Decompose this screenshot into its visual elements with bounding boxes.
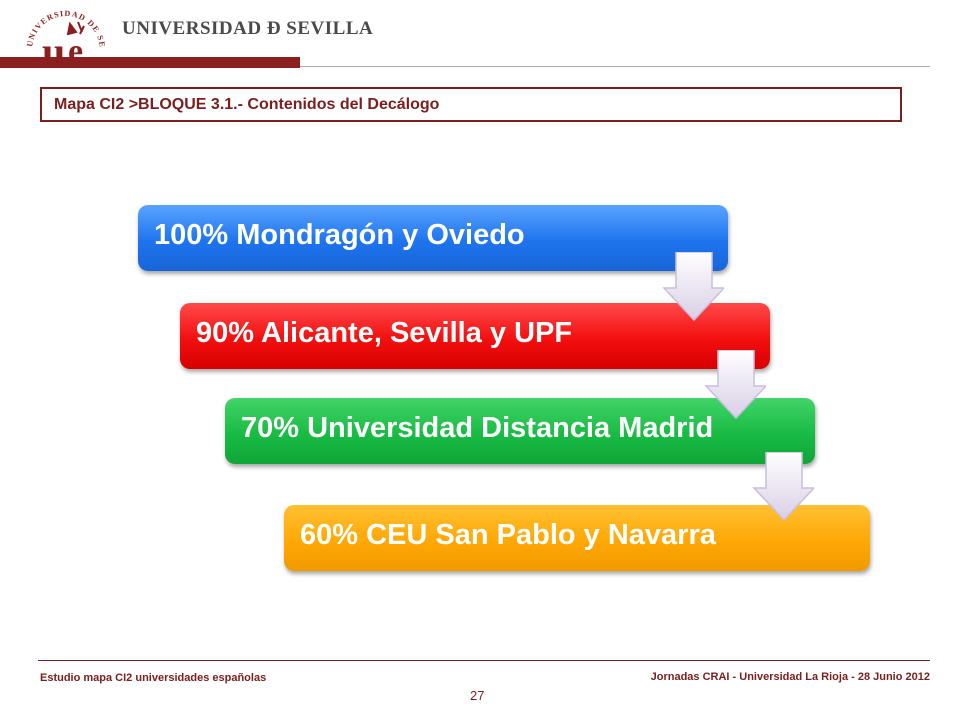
down-arrow-icon bbox=[752, 452, 814, 522]
step-label-1: 100% Mondragón y Oviedo bbox=[154, 219, 525, 251]
down-arrow-icon bbox=[662, 252, 724, 322]
university-name: UNIVERSIDAD Ð SEVILLA bbox=[122, 18, 374, 39]
down-arrow-icon bbox=[704, 350, 766, 420]
footer-right-text: Jornadas CRAI - Universidad La Rioja - 2… bbox=[650, 671, 930, 683]
step-label-2: 90% Alicante, Sevilla y UPF bbox=[196, 317, 573, 349]
header-divider bbox=[300, 66, 930, 67]
footer-divider bbox=[38, 660, 930, 661]
footer-left-text: Estudio mapa CI2 universidades españolas bbox=[40, 672, 267, 684]
header-accent-bar bbox=[0, 57, 300, 68]
step-box-2: 90% Alicante, Sevilla y UPF bbox=[180, 303, 770, 369]
step-label-3: 70% Universidad Distancia Madrid bbox=[241, 412, 714, 444]
step-box-3: 70% Universidad Distancia Madrid bbox=[225, 398, 815, 464]
page-number: 27 bbox=[470, 688, 485, 703]
step-box-1: 100% Mondragón y Oviedo bbox=[138, 205, 728, 271]
slide-title: Mapa CI2 >BLOQUE 3.1.- Contenidos del De… bbox=[54, 96, 440, 113]
step-label-4: 60% CEU San Pablo y Navarra bbox=[300, 519, 716, 551]
step-box-4: 60% CEU San Pablo y Navarra bbox=[284, 505, 870, 571]
slide-title-box: Mapa CI2 >BLOQUE 3.1.- Contenidos del De… bbox=[40, 87, 902, 122]
